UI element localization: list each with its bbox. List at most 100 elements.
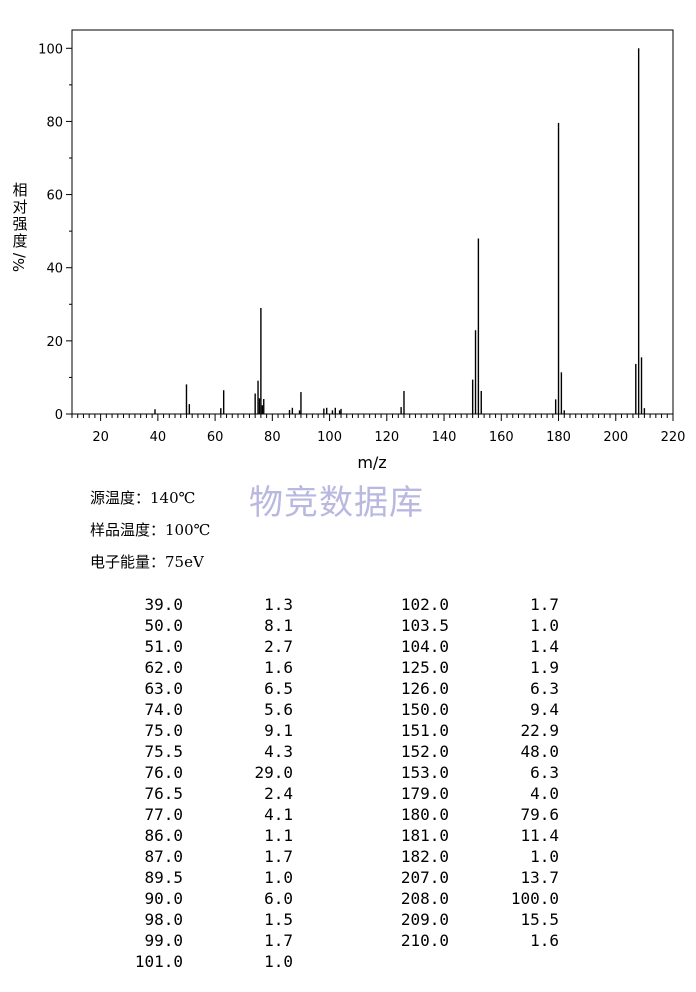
intensity-cell: 1.7 xyxy=(264,847,293,866)
intensity-cell: 6.3 xyxy=(530,679,559,698)
x-tick-label: 220 xyxy=(661,430,686,445)
mz-cell: 209.0 xyxy=(400,910,449,929)
y-axis: 0 20 40 60 80 100 xyxy=(38,42,72,423)
mz-cell: 39.0 xyxy=(144,595,183,614)
mz-cell: 208.0 xyxy=(400,889,449,908)
electron-energy: 电子能量：75eV xyxy=(90,553,204,571)
mz-cell: 90.0 xyxy=(144,889,183,908)
table-row: 75.5 4.3 152.0 48.0 xyxy=(0,741,696,762)
y-axis-label-unit: %/ xyxy=(10,252,29,273)
y-axis-label-char: 强 xyxy=(12,215,28,233)
table-row: 62.0 1.6 125.0 1.9 xyxy=(0,657,696,678)
mz-cell: 50.0 xyxy=(144,616,183,635)
intensity-cell: 6.5 xyxy=(264,679,293,698)
x-axis-label: m/z xyxy=(357,453,386,472)
intensity-cell: 4.3 xyxy=(264,742,293,761)
sample-temperature: 样品温度：100℃ xyxy=(90,521,211,539)
table-row: 87.0 1.7 182.0 1.0 xyxy=(0,846,696,867)
x-tick-label: 100 xyxy=(317,430,342,445)
mz-cell: 62.0 xyxy=(144,658,183,677)
mz-cell: 104.0 xyxy=(400,637,449,656)
intensity-cell: 8.1 xyxy=(264,616,293,635)
table-row: 39.0 1.3 102.0 1.7 xyxy=(0,594,696,615)
y-axis-label-char: 度 xyxy=(12,232,28,250)
y-tick-label: 20 xyxy=(46,335,63,350)
intensity-cell: 9.1 xyxy=(264,721,293,740)
intensity-cell: 1.7 xyxy=(264,931,293,950)
intensity-cell: 4.1 xyxy=(264,805,293,824)
intensity-cell: 13.7 xyxy=(520,868,559,887)
mz-cell: 150.0 xyxy=(400,700,449,719)
mz-cell: 63.0 xyxy=(144,679,183,698)
intensity-cell: 5.6 xyxy=(264,700,293,719)
intensity-cell: 2.4 xyxy=(264,784,293,803)
intensity-cell: 1.6 xyxy=(264,658,293,677)
mz-cell: 103.5 xyxy=(400,616,449,635)
intensity-cell: 1.5 xyxy=(264,910,293,929)
intensity-cell: 1.0 xyxy=(264,952,293,971)
mz-cell: 101.0 xyxy=(134,952,183,971)
table-row: 89.5 1.0 207.0 13.7 xyxy=(0,867,696,888)
mz-cell: 76.5 xyxy=(144,784,183,803)
y-axis-label: 相 对 强 度 %/ xyxy=(10,182,30,273)
x-tick-label: 40 xyxy=(150,430,167,445)
intensity-cell: 100.0 xyxy=(510,889,559,908)
mz-cell: 75.5 xyxy=(144,742,183,761)
y-axis-label-char: 对 xyxy=(12,198,28,216)
mz-cell: 77.0 xyxy=(144,805,183,824)
table-row: 63.0 6.5 126.0 6.3 xyxy=(0,678,696,699)
table-row: 77.0 4.1 180.0 79.6 xyxy=(0,804,696,825)
intensity-cell: 4.0 xyxy=(530,784,559,803)
mz-cell: 152.0 xyxy=(400,742,449,761)
y-tick-label: 60 xyxy=(46,189,63,204)
intensity-cell: 6.3 xyxy=(530,763,559,782)
mz-cell: 75.0 xyxy=(144,721,183,740)
mz-cell: 74.0 xyxy=(144,700,183,719)
x-tick-label: 20 xyxy=(92,430,109,445)
intensity-cell: 1.0 xyxy=(530,616,559,635)
y-tick-label: 0 xyxy=(55,408,63,423)
y-tick-label: 40 xyxy=(46,262,63,277)
mz-cell: 151.0 xyxy=(400,721,449,740)
intensity-cell: 1.4 xyxy=(530,637,559,656)
intensity-cell: 9.4 xyxy=(530,700,559,719)
table-row: 76.5 2.4 179.0 4.0 xyxy=(0,783,696,804)
mz-cell: 102.0 xyxy=(400,595,449,614)
intensity-cell: 48.0 xyxy=(520,742,559,761)
intensity-cell: 1.0 xyxy=(530,847,559,866)
intensity-cell: 22.9 xyxy=(520,721,559,740)
table-row: 75.0 9.1 151.0 22.9 xyxy=(0,720,696,741)
table-row: 98.0 1.5 209.0 15.5 xyxy=(0,909,696,930)
x-axis: 20 40 60 80 100 120 140 160 180 200 220 xyxy=(71,414,686,445)
mz-cell: 89.5 xyxy=(144,868,183,887)
intensity-cell: 1.0 xyxy=(264,868,293,887)
mz-cell: 99.0 xyxy=(144,931,183,950)
mz-cell: 51.0 xyxy=(144,637,183,656)
mz-cell: 76.0 xyxy=(144,763,183,782)
intensity-cell: 11.4 xyxy=(520,826,559,845)
x-tick-label: 60 xyxy=(207,430,224,445)
intensity-cell: 1.7 xyxy=(530,595,559,614)
x-tick-label: 120 xyxy=(374,430,399,445)
mz-cell: 181.0 xyxy=(400,826,449,845)
table-row: 74.0 5.6 150.0 9.4 xyxy=(0,699,696,720)
table-row: 51.0 2.7 104.0 1.4 xyxy=(0,636,696,657)
x-tick-label: 160 xyxy=(489,430,514,445)
table-row: 50.0 8.1 103.5 1.0 xyxy=(0,615,696,636)
table-row: 101.0 1.0 xyxy=(0,951,696,972)
intensity-cell: 29.0 xyxy=(254,763,293,782)
mz-cell: 98.0 xyxy=(144,910,183,929)
mz-cell: 180.0 xyxy=(400,805,449,824)
x-tick-label: 80 xyxy=(264,430,281,445)
intensity-cell: 2.7 xyxy=(264,637,293,656)
plot-frame xyxy=(71,29,674,415)
mz-cell: 87.0 xyxy=(144,847,183,866)
mz-cell: 182.0 xyxy=(400,847,449,866)
mz-cell: 153.0 xyxy=(400,763,449,782)
x-tick-label: 140 xyxy=(432,430,457,445)
mz-cell: 210.0 xyxy=(400,931,449,950)
x-tick-label: 180 xyxy=(546,430,571,445)
intensity-cell: 6.0 xyxy=(264,889,293,908)
mz-cell: 125.0 xyxy=(400,658,449,677)
